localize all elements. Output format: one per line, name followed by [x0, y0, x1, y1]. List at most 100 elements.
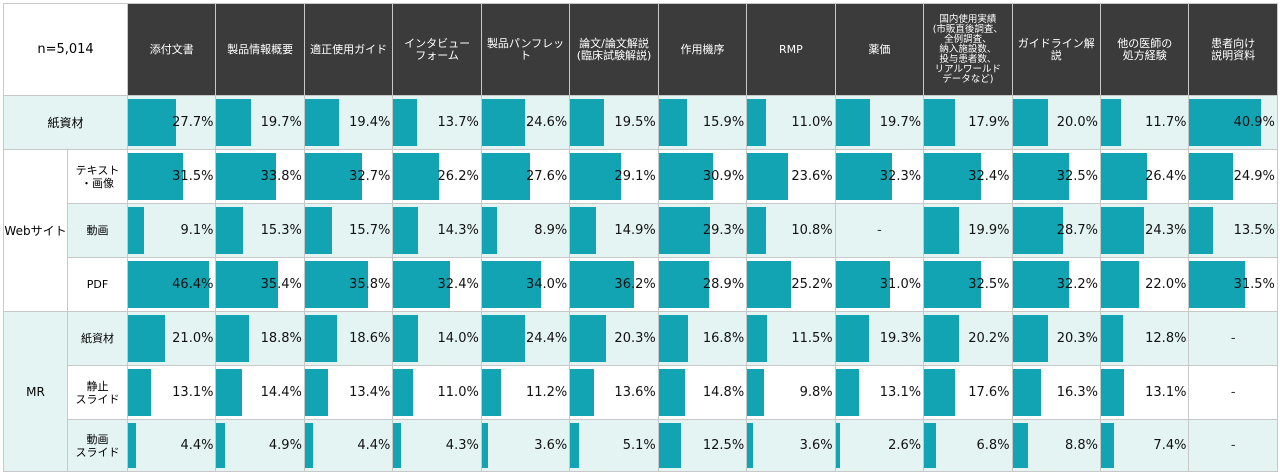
value-cell: 14.4% — [215, 365, 305, 420]
column-header: 他の医師の 処方経験 — [1099, 3, 1190, 96]
column-header: 論文/論文解説 (臨床試験解説) — [569, 3, 659, 96]
value-label: 15.3% — [260, 223, 302, 238]
value-cell: 28.7% — [1011, 203, 1102, 258]
value-bar — [570, 315, 606, 362]
value-label: 35.8% — [349, 277, 391, 292]
row-group-label: 紙資材 — [2, 95, 129, 150]
value-bar — [481, 315, 525, 362]
value-cell: 20.3% — [1011, 311, 1102, 366]
value-bar — [216, 99, 251, 146]
value-bar — [1101, 315, 1124, 362]
value-bar — [924, 153, 981, 200]
row-sub-label: 動画 — [66, 203, 129, 258]
value-bar — [747, 261, 792, 308]
value-bar — [216, 261, 279, 308]
value-label: 13.5% — [1233, 223, 1275, 238]
value-cell: 17.9% — [923, 95, 1013, 150]
value-label: 14.4% — [260, 385, 302, 400]
value-cell: 16.8% — [657, 311, 748, 366]
value-bar — [747, 99, 767, 146]
value-cell: 13.7% — [392, 95, 482, 150]
value-bar — [393, 153, 440, 200]
value-cell: 11.0% — [392, 365, 482, 420]
value-label: 32.7% — [349, 169, 391, 184]
column-header-line: 作用機序 — [680, 42, 725, 56]
value-cell: 22.0% — [1099, 257, 1190, 312]
value-cell: 31.5% — [1188, 257, 1278, 312]
value-bar — [1189, 153, 1233, 200]
value-label: 8.8% — [1064, 438, 1098, 453]
value-label: 13.1% — [1145, 385, 1187, 400]
value-cell: 20.3% — [569, 311, 659, 366]
value-bar — [1189, 207, 1214, 254]
value-cell: - — [834, 203, 925, 258]
value-bar — [216, 315, 250, 362]
value-label: 21.0% — [172, 331, 214, 346]
row-sub-label-line: 動画 — [86, 432, 109, 446]
value-cell: 15.3% — [215, 203, 305, 258]
value-cell: 14.0% — [392, 311, 482, 366]
value-cell: 16.3% — [1011, 365, 1102, 420]
empty-value: - — [1230, 438, 1236, 453]
value-cell: 30.9% — [657, 149, 748, 204]
value-label: 26.2% — [437, 169, 479, 184]
value-bar — [570, 207, 597, 254]
value-bar — [1101, 153, 1148, 200]
value-cell: 14.8% — [657, 365, 748, 420]
value-bar — [1012, 369, 1042, 416]
value-label: 19.4% — [349, 115, 391, 130]
value-cell: 19.4% — [303, 95, 394, 150]
value-cell: 32.5% — [923, 257, 1013, 312]
value-label: 9.1% — [180, 223, 214, 238]
value-cell: 13.5% — [1188, 203, 1278, 258]
column-header-line: 国内使用実績 — [939, 13, 997, 25]
value-cell: 35.4% — [215, 257, 305, 312]
value-bar — [393, 261, 451, 308]
value-bar — [747, 153, 789, 200]
value-cell: 32.3% — [834, 149, 925, 204]
value-bar — [747, 369, 765, 416]
value-bar — [216, 207, 244, 254]
value-bar — [128, 153, 184, 200]
value-cell: 12.8% — [1099, 311, 1190, 366]
value-label: 14.0% — [437, 331, 479, 346]
column-header-line: RMP — [779, 42, 803, 56]
value-label: 13.1% — [172, 385, 214, 400]
value-cell: 32.2% — [1011, 257, 1102, 312]
value-cell: 35.8% — [303, 257, 394, 312]
value-bar — [216, 153, 276, 200]
value-bar — [128, 423, 136, 468]
value-cell: 19.7% — [215, 95, 305, 150]
value-label: 32.5% — [968, 277, 1010, 292]
table-row: Webサイト テキスト ・画像 31.5% 33.8% 32.7% 26.2% 27.6% 29… — [3, 149, 1278, 312]
value-bar — [304, 261, 368, 308]
value-label: 32.3% — [879, 169, 922, 184]
table-row: 動画 9.1% 15.3% 15.7% 14.3% 8.9% 14.9% 29.3% 10.8%… — [4, 203, 1278, 258]
value-label: 20.3% — [1056, 331, 1098, 346]
empty-value: - — [1230, 331, 1236, 346]
value-cell: 19.3% — [834, 311, 925, 366]
value-bar — [481, 369, 502, 416]
value-bar — [570, 99, 605, 146]
value-bar — [835, 369, 859, 416]
value-label: 14.8% — [702, 385, 745, 400]
value-cell: 31.0% — [834, 257, 925, 312]
row-sub-label-line: 動画 — [86, 224, 109, 237]
value-label: 32.2% — [1056, 277, 1098, 292]
value-cell: 26.4% — [1099, 149, 1190, 204]
value-cell: 13.1% — [1099, 365, 1190, 420]
row-group-label: MR — [3, 311, 68, 472]
value-label: 11.0% — [437, 385, 479, 400]
value-label: 20.3% — [614, 331, 656, 346]
value-bar — [1101, 261, 1140, 308]
value-label: 11.0% — [791, 115, 833, 130]
row-sub-label: 紙資材 — [66, 311, 129, 366]
column-header-line: 納入施設数、 — [939, 43, 997, 55]
value-cell: 21.0% — [127, 311, 217, 366]
value-label: 9.8% — [799, 385, 833, 400]
column-header-line: インタビュー — [404, 36, 471, 50]
value-label: 46.4% — [172, 277, 214, 292]
value-label: 26.4% — [1145, 169, 1187, 184]
value-bar — [481, 153, 531, 200]
value-cell: 18.6% — [303, 311, 394, 366]
